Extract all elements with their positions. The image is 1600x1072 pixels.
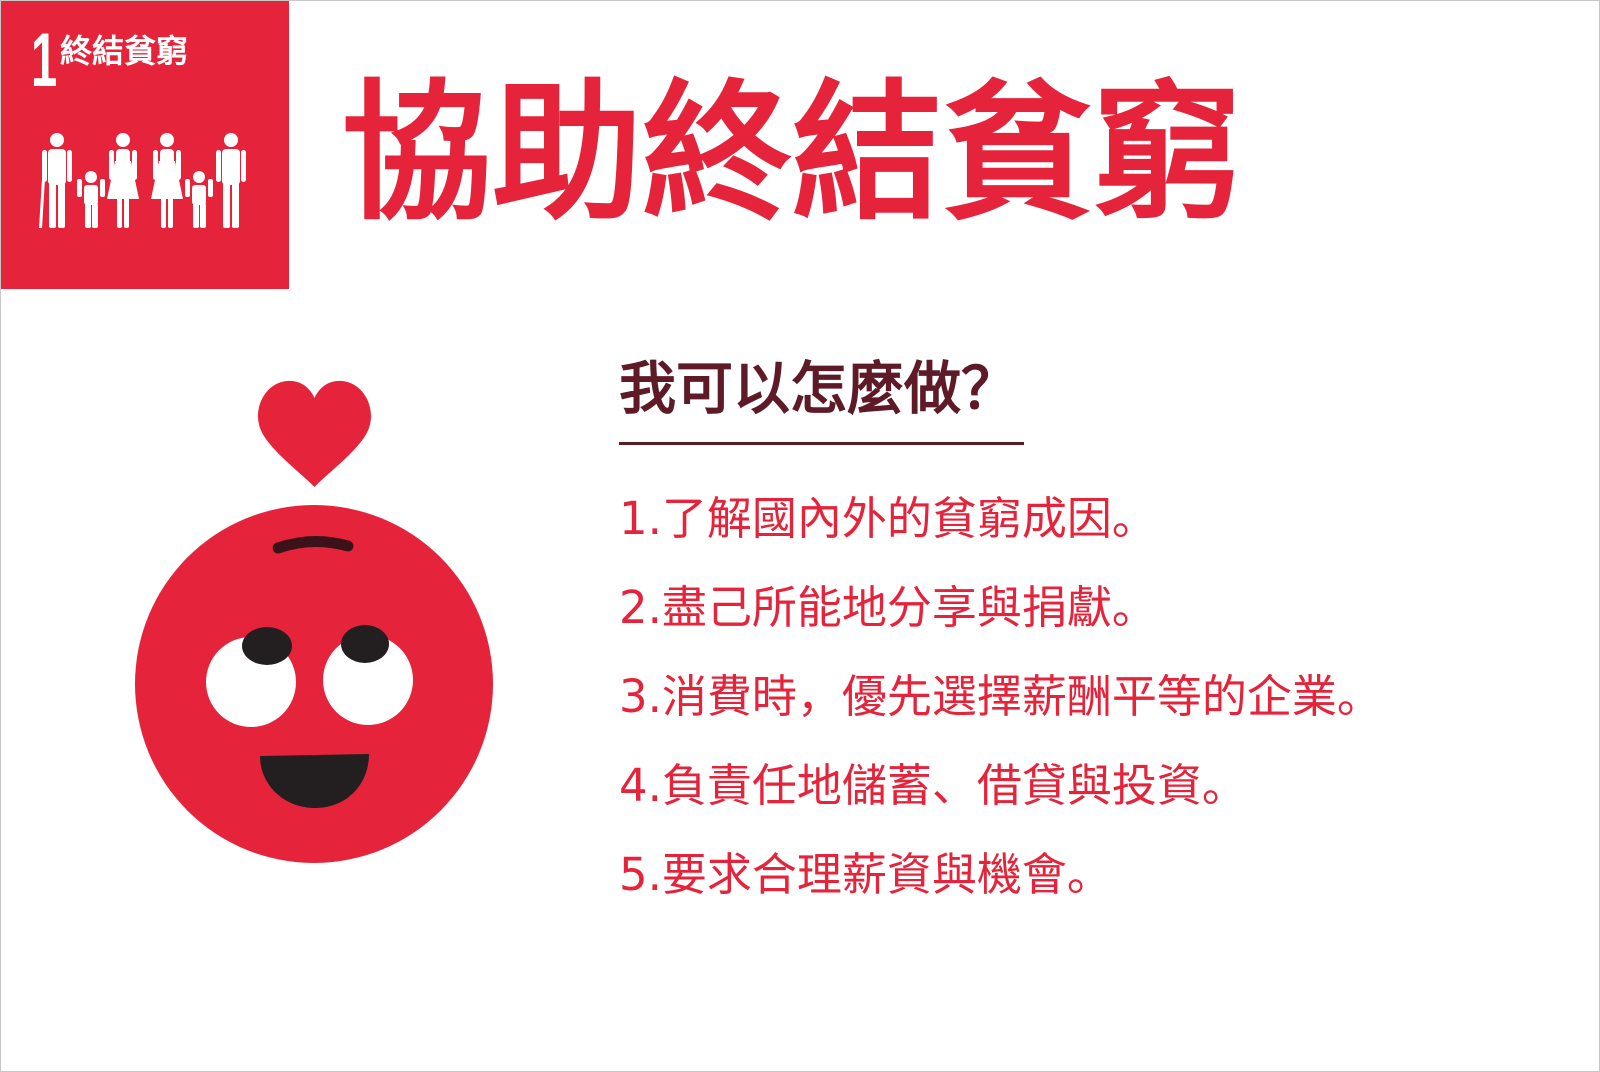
actions-heading: 我可以怎麼做？ [619,356,1018,422]
eyebrow [272,535,354,554]
right-pupil [341,625,389,663]
heading-underline [619,442,1024,445]
left-pupil [242,627,292,665]
action-item: 5.要求合理薪資與機會。 [619,848,1112,901]
action-item: 2.盡己所能地分享與捐獻。 [619,581,1157,634]
heart-icon [258,380,371,487]
badge-label: 終結貧窮 [60,32,189,70]
right-eye [323,635,413,725]
page-title: 協助終結貧窮 [342,67,1243,241]
action-list: 1.了解國內外的貧窮成因。 2.盡己所能地分享與捐獻。 3.消費時，優先選擇薪酬… [619,474,1382,919]
child-figure [185,171,213,228]
action-item: 4.負責任地儲蓄、借貸與投資。 [619,759,1247,812]
face-circle [135,505,493,863]
man-figure [216,133,246,228]
action-item: 1.了解國內外的貧窮成因。 [619,492,1157,545]
family-icon [39,133,246,228]
woman-figure [107,133,139,228]
sdg-badge: 1 終結貧窮 [1,1,289,289]
woman-figure [151,133,183,228]
mouth [260,754,369,808]
badge-number: 1 [31,18,58,103]
action-item: 3.消費時，優先選擇薪酬平等的企業。 [619,670,1382,723]
child-figure [77,171,105,228]
smiley-face-icon [135,380,493,863]
man-with-cane-figure [39,133,72,228]
